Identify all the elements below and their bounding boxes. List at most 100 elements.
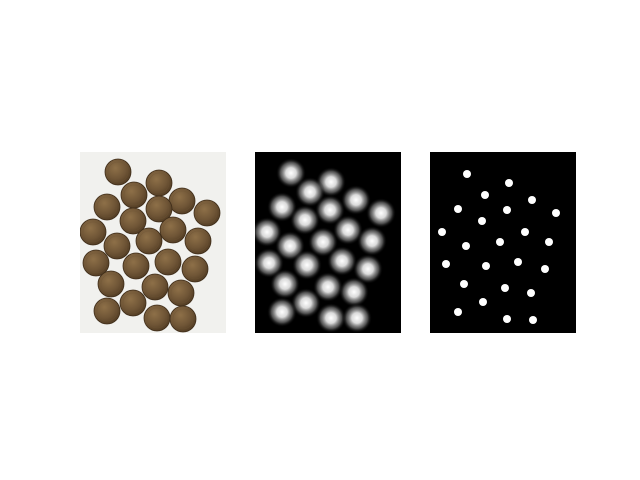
coin-rim — [100, 273, 122, 295]
coin-disc — [167, 279, 195, 307]
coin — [135, 227, 163, 255]
coin-rim — [107, 161, 129, 183]
marker-dot — [541, 265, 549, 273]
coin-rim — [122, 292, 144, 314]
coin-disc — [104, 158, 132, 186]
coin — [169, 305, 197, 333]
distance-blob — [357, 226, 387, 256]
distance-blob — [292, 250, 322, 280]
coin-rim — [144, 276, 166, 298]
marker-dot — [514, 258, 522, 266]
marker-dot — [482, 262, 490, 270]
coin-disc — [154, 248, 182, 276]
coin — [93, 297, 121, 325]
distance-blob — [313, 272, 343, 302]
coin-disc — [120, 181, 148, 209]
coin-rim — [162, 219, 184, 241]
marker-dot — [545, 238, 553, 246]
marker-dot — [527, 289, 535, 297]
coin — [82, 249, 110, 277]
marker-dot — [528, 196, 536, 204]
coin-disc — [82, 249, 110, 277]
marker-dot — [503, 206, 511, 214]
coin — [119, 289, 147, 317]
coin — [168, 187, 196, 215]
coin — [193, 199, 221, 227]
coin — [184, 227, 212, 255]
markers-image — [430, 152, 576, 333]
distance-blob — [342, 303, 372, 333]
coin-rim — [138, 230, 160, 252]
coin-rim — [170, 282, 192, 304]
coin-rim — [96, 196, 118, 218]
marker-dot — [478, 217, 486, 225]
distance-blob — [255, 248, 284, 278]
distance-blob — [270, 269, 300, 299]
coin-rim — [148, 172, 170, 194]
coin-rim — [171, 190, 193, 212]
coin-rim — [85, 252, 107, 274]
coin-disc — [143, 304, 171, 332]
marker-dot — [505, 179, 513, 187]
distance-blob — [267, 297, 297, 327]
coin-disc — [135, 227, 163, 255]
coin-rim — [106, 235, 128, 257]
coin — [154, 248, 182, 276]
distance-blob — [276, 158, 306, 188]
marker-dot — [454, 205, 462, 213]
coin-disc — [80, 218, 107, 246]
coin-rim — [172, 308, 194, 330]
coin — [145, 195, 173, 223]
coin — [104, 158, 132, 186]
distance-blob — [333, 215, 363, 245]
coin-disc — [169, 305, 197, 333]
distance-transform-panel — [255, 152, 401, 333]
distance-blob — [327, 246, 357, 276]
distance-blob — [267, 192, 297, 222]
coin — [80, 218, 107, 246]
distance-blob — [316, 303, 346, 333]
distance-blob — [290, 205, 320, 235]
coin — [119, 207, 147, 235]
coin-disc — [103, 232, 131, 260]
coin-disc — [184, 227, 212, 255]
coin — [97, 270, 125, 298]
marker-dot — [438, 228, 446, 236]
marker-dot — [454, 308, 462, 316]
coin-disc — [159, 216, 187, 244]
coin-disc — [145, 169, 173, 197]
coin-rim — [196, 202, 218, 224]
coin — [103, 232, 131, 260]
coin — [93, 193, 121, 221]
marker-dot — [503, 315, 511, 323]
distance-transform-image — [255, 152, 401, 333]
coin-rim — [157, 251, 179, 273]
distance-blob — [255, 217, 282, 247]
marker-dot — [460, 280, 468, 288]
marker-dot — [521, 228, 529, 236]
coin-rim — [187, 230, 209, 252]
distance-blob — [315, 195, 345, 225]
coin-disc — [145, 195, 173, 223]
coin-disc — [141, 273, 169, 301]
distance-blob — [366, 198, 396, 228]
coin-disc — [181, 255, 209, 283]
distance-blob — [308, 227, 338, 257]
coin-rim — [123, 184, 145, 206]
coin-rim — [125, 255, 147, 277]
marker-dot — [463, 170, 471, 178]
coin-disc — [119, 289, 147, 317]
coin-disc — [122, 252, 150, 280]
coin-rim — [96, 300, 118, 322]
marker-dot — [552, 209, 560, 217]
distance-blob — [341, 185, 371, 215]
marker-dot — [462, 242, 470, 250]
coin-rim — [148, 198, 170, 220]
coin-rim — [122, 210, 144, 232]
coin-disc — [168, 187, 196, 215]
coin — [145, 169, 173, 197]
coins-photo-panel — [80, 152, 226, 333]
coin — [143, 304, 171, 332]
marker-dot — [442, 260, 450, 268]
markers-panel — [430, 152, 576, 333]
